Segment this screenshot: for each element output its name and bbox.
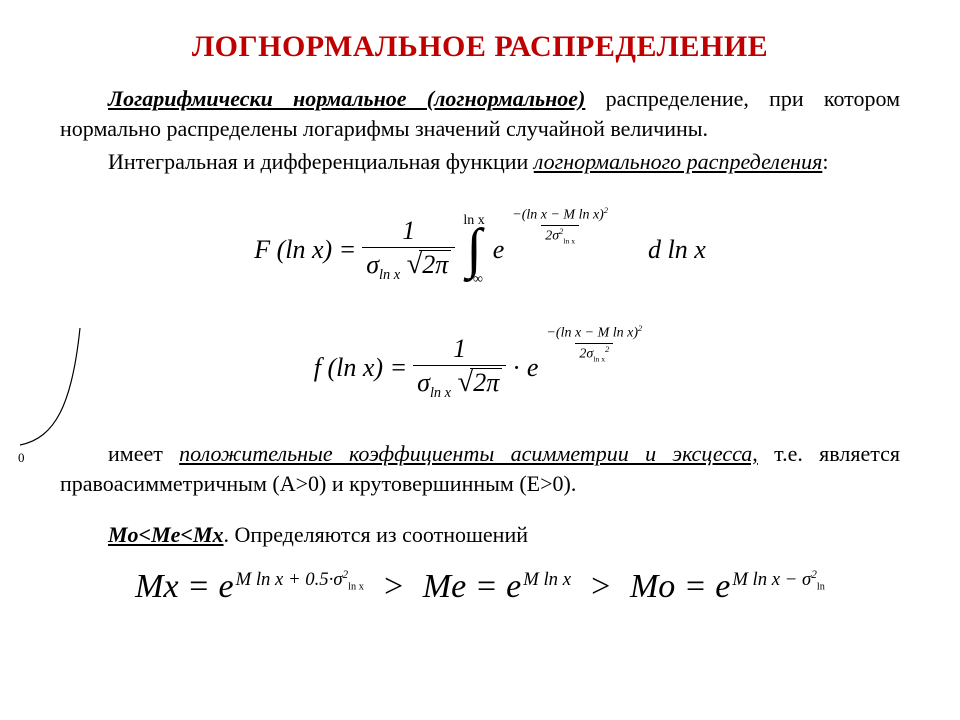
intro-paragraph: Логарифмически нормальное (логнормальное…: [60, 84, 900, 143]
formula-pdf-row: f (ln x) = 1 σln x √2π · e −(ln x − M ln…: [60, 323, 900, 413]
pdf-frac-num: 1: [449, 335, 470, 364]
order-rest: . Определяются из соотношений: [224, 522, 528, 547]
intro-term: Логарифмически нормальное (логнормальное…: [108, 86, 585, 111]
cdf-exp-den: 2σ2ln x: [541, 225, 579, 246]
cdf-frac: 1 σln x √2π: [362, 217, 455, 282]
asym-lead: имеет: [108, 441, 179, 466]
pdf-dot: ·: [512, 353, 521, 383]
rel-mx-exp-a: M ln x + 0.5·σ: [236, 569, 343, 590]
pdf-sqrt-arg: 2π: [470, 368, 502, 396]
pdf-sqrt: √2π: [458, 368, 503, 398]
rel-me-exp: M ln x: [523, 569, 571, 590]
rel-mo-base: Mo = e: [630, 568, 730, 605]
rel-gt1: >: [382, 568, 405, 606]
cdf-sigma-sub: ln x: [379, 267, 400, 283]
rel-mo-exp-a: M ln x − σ: [732, 569, 811, 590]
cdf-exponent: −(ln x − M ln x)2 2σ2ln x: [508, 207, 612, 246]
func-intro-tail: :: [822, 149, 828, 174]
rel-me: Me = eM ln x: [423, 568, 571, 606]
cdf-frac-den: σln x √2π: [362, 247, 455, 283]
func-intro-lead: Интегральная и дифференциальная функции: [108, 149, 534, 174]
cdf-exp-num-a: (ln x − M ln x): [522, 207, 604, 222]
pdf-exp-num-pow: 2: [638, 324, 642, 333]
pdf-frac-den: σln x √2π: [413, 365, 506, 401]
cdf-exp-den-sub: ln x: [563, 236, 575, 245]
rel-mo-exp: M ln x − σ2ln: [732, 569, 825, 590]
pdf-sigma: σ: [417, 368, 430, 397]
asym-term: положительные коэффициенты асимметрии и …: [179, 441, 758, 466]
cdf-exp-den-a: 2σ: [545, 229, 559, 244]
rel-mx: Mx = eM ln x + 0.5·σ2ln x: [135, 568, 364, 606]
order-paragraph: Mo<Me<Mx. Определяются из соотношений: [60, 520, 900, 550]
rel-mx-exp-pow: 2: [343, 569, 349, 581]
rel-mx-exp-sub: ln x: [348, 582, 364, 593]
func-intro-term: логнормального распределения: [534, 149, 823, 174]
pdf-exp-den-a: 2σ: [579, 347, 593, 362]
rel-mx-base: Mx = e: [135, 568, 233, 605]
rel-mo-exp-sub: ln: [817, 582, 825, 593]
page-title: ЛОГНОРМАЛЬНОЕ РАСПРЕДЕЛЕНИЕ: [60, 30, 900, 64]
cdf-sqrt-arg: 2π: [419, 250, 451, 278]
cdf-exp-num-pow: 2: [604, 206, 608, 215]
pdf-exp-num-a: (ln x − M ln x): [556, 325, 638, 340]
asym-paragraph: имеет положительные коэффициенты асиммет…: [60, 439, 900, 498]
cdf-frac-num: 1: [398, 217, 419, 246]
cdf-e: e: [493, 235, 505, 265]
pdf-exponent: −(ln x − M ln x)2 2σln x2: [542, 325, 646, 364]
page: ЛОГНОРМАЛЬНОЕ РАСПРЕДЕЛЕНИЕ Логарифмичес…: [0, 0, 960, 626]
cdf-integral: ln x ∫ −∞: [463, 215, 484, 285]
rel-gt2: >: [589, 568, 612, 606]
cdf-dx: d ln x: [648, 235, 706, 265]
pdf-lhs: f (ln x) =: [314, 353, 407, 383]
order-term: Mo<Me<Mx: [108, 522, 224, 547]
rel-mo-exp-pow: 2: [811, 569, 817, 581]
rel-mo: Mo = eM ln x − σ2ln: [630, 568, 825, 606]
lognormal-curve-graph: 0: [0, 310, 110, 470]
pdf-sigma-sub: ln x: [430, 385, 451, 401]
curve-path: [20, 328, 80, 445]
cdf-exp-den-pow: 2: [559, 227, 563, 236]
pdf-exp-den-pow: 2: [605, 345, 609, 354]
cdf-exp-num: −(ln x − M ln x)2: [508, 207, 612, 225]
axis-zero-label: 0: [18, 450, 25, 465]
formula-cdf-row: F (ln x) = 1 σln x √2π ln x ∫ −∞ e −(ln …: [60, 205, 900, 295]
func-intro-paragraph: Интегральная и дифференциальная функции …: [60, 147, 900, 177]
cdf-exp-frac: −(ln x − M ln x)2 2σ2ln x: [508, 207, 612, 246]
cdf-sigma: σ: [366, 250, 379, 279]
pdf-frac: 1 σln x √2π: [413, 335, 506, 400]
rel-me-base: Me = e: [423, 568, 521, 605]
relation-block: Mx = eM ln x + 0.5·σ2ln x > Me = eM ln x…: [60, 568, 900, 606]
integral-icon: ∫: [466, 226, 481, 274]
cdf-sqrt: √2π: [407, 250, 452, 280]
formula-cdf: F (ln x) = 1 σln x √2π ln x ∫ −∞ e −(ln …: [60, 205, 900, 295]
cdf-int-lower: −∞: [465, 274, 483, 285]
pdf-e: e: [527, 353, 539, 383]
cdf-lhs: F (ln x) =: [254, 235, 356, 265]
pdf-exp-frac: −(ln x − M ln x)2 2σln x2: [542, 325, 646, 364]
pdf-exp-den: 2σln x2: [575, 343, 613, 364]
formula-pdf: f (ln x) = 1 σln x √2π · e −(ln x − M ln…: [60, 323, 900, 413]
pdf-exp-den-sub: ln x: [593, 354, 605, 363]
pdf-exp-num: −(ln x − M ln x)2: [542, 325, 646, 343]
rel-mx-exp: M ln x + 0.5·σ2ln x: [236, 569, 364, 590]
